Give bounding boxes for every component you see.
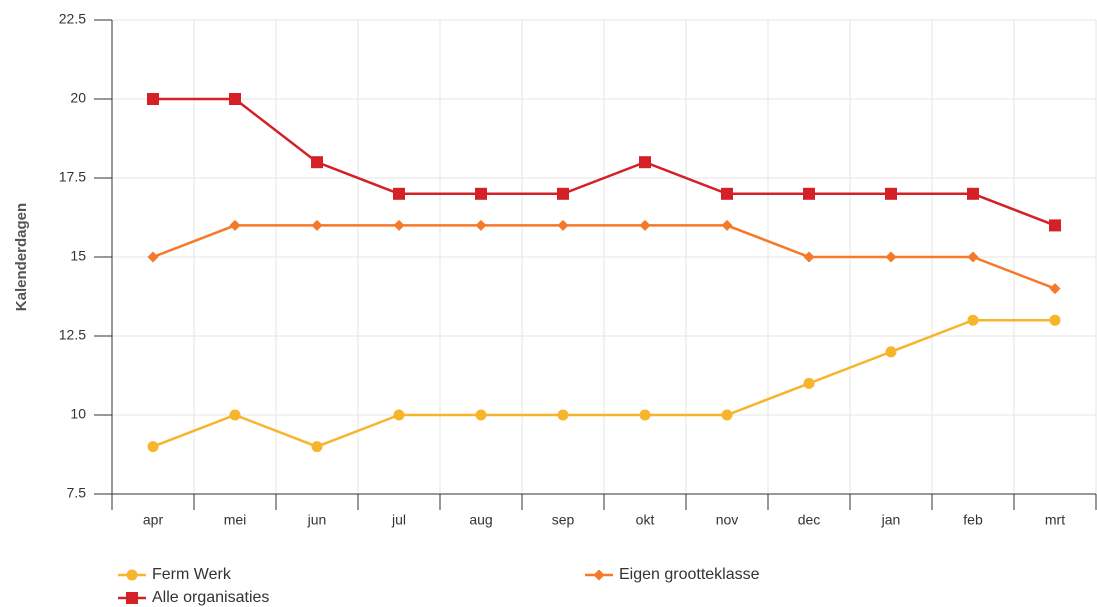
data-point [1049,314,1061,326]
data-point [639,219,651,231]
x-tick-label: mrt [1045,512,1065,528]
x-tick-label: feb [963,512,983,528]
legend-label: Eigen grootteklasse [619,566,760,583]
y-axis-label: Kalenderdagen [13,203,30,311]
data-point [721,409,733,421]
data-point [475,187,487,200]
x-tick-label: apr [143,512,164,528]
data-point [967,187,979,200]
y-tick-label: 12.5 [59,327,86,343]
x-tick-label: jun [307,512,327,528]
data-point [229,409,241,421]
data-point [393,409,405,421]
series-line [152,318,1055,448]
legend-label: Ferm Werk [152,566,232,583]
series-line [152,224,1056,290]
data-point [393,187,405,200]
data-point [557,409,569,421]
data-point [147,93,159,105]
x-tick-label: nov [716,512,739,528]
legend-marker [126,569,138,581]
data-point [721,187,733,200]
legend-label: Alle organisaties [152,589,269,606]
x-tick-label: jul [391,512,406,528]
data-point [229,219,241,231]
data-point [721,219,733,231]
data-point [639,156,651,169]
data-point [967,314,979,326]
data-point [311,156,323,169]
x-tick-label: jan [881,512,901,528]
data-point [967,251,979,263]
data-point [147,441,159,453]
x-tick-label: aug [469,512,492,528]
data-point [1049,219,1061,232]
data-point [229,93,241,105]
data-point [803,251,815,263]
x-tick-label: sep [552,512,575,528]
data-point [393,219,405,231]
y-tick-label: 10 [70,406,86,422]
data-point [885,251,897,263]
x-tick-label: dec [798,512,821,528]
y-tick-label: 17.5 [59,169,86,185]
data-point [475,219,487,231]
x-tick-label: mei [224,512,247,528]
data-point [803,377,815,389]
data-point [557,219,569,231]
data-point [803,187,815,200]
y-tick-label: 22.5 [59,11,86,27]
data-point [885,187,897,200]
data-point [311,219,323,231]
data-point [885,346,897,358]
legend-marker [593,569,605,581]
x-tick-label: okt [636,512,655,528]
data-point [147,251,159,263]
series-line [153,97,1056,227]
data-point [557,187,569,200]
data-point [311,441,323,453]
y-tick-label: 7.5 [67,485,87,501]
data-point [1049,283,1061,295]
y-tick-label: 20 [70,90,86,106]
data-point [475,409,487,421]
y-tick-label: 15 [70,248,86,264]
data-point [639,409,651,421]
legend-marker [126,592,138,604]
